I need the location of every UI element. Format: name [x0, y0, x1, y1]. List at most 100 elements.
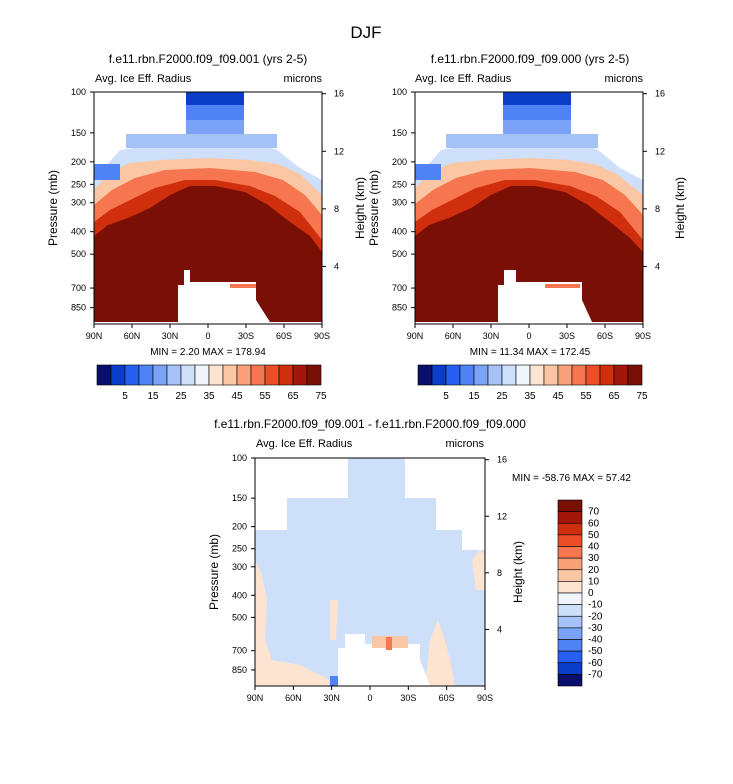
colorbar-swatch [292, 364, 308, 386]
y-tick-label: 150 [232, 493, 247, 503]
y-tick-label: 250 [392, 179, 407, 189]
panel-3-x-ticks: 90N 60N 30N 0 30S 60S 90S [247, 686, 493, 703]
panel-2-units: microns [604, 73, 643, 85]
colorbar-swatch [627, 364, 643, 386]
colorbar-label: 65 [287, 391, 299, 402]
colorbar-label: 10 [588, 576, 600, 587]
panel-2-minmax: MIN = 11.34 MAX = 172.45 [470, 347, 591, 358]
colorbar-label: 75 [315, 391, 327, 402]
y-tick-label: 200 [392, 157, 407, 167]
colorbar-label: 0 [588, 588, 594, 599]
panel-1-y-ticks: 100 150 200 250 300 400 500 700 850 [71, 87, 94, 313]
colorbar-swatch [501, 364, 517, 386]
colorbar-label: 65 [608, 391, 620, 402]
colorbar-label: 5 [443, 391, 449, 402]
colorbar-label: 55 [580, 391, 592, 402]
y-tick-label: 850 [71, 303, 86, 313]
colorbar-label: -60 [588, 658, 603, 669]
panel-3-y2label: Height (km) [511, 541, 525, 603]
x-tick-label: 60S [439, 693, 455, 703]
colorbar-swatch [487, 364, 503, 386]
colorbar-swatch [585, 364, 601, 386]
y-tick-label: 300 [392, 198, 407, 208]
x-tick-label: 90N [86, 331, 103, 341]
panel-2-ylabel: Pressure (mb) [367, 170, 381, 246]
x-tick-label: 90S [314, 331, 330, 341]
panel-1-y2label: Height (km) [353, 177, 367, 239]
colorbar-label: 75 [636, 391, 648, 402]
x-tick-label: 90S [635, 331, 651, 341]
x-tick-label: 0 [526, 331, 531, 341]
colorbar-swatch [557, 639, 583, 652]
panel-2-y2label: Height (km) [673, 177, 687, 239]
x-tick-label: 60N [285, 693, 302, 703]
x-tick-label: 30N [162, 331, 179, 341]
panel-3-y2-ticks: 16 12 8 4 [485, 455, 507, 634]
colorbar-label: 50 [588, 530, 600, 541]
colorbar-label: -70 [588, 669, 603, 680]
colorbar-swatch [96, 364, 112, 386]
panel-1-ylabel: Pressure (mb) [46, 170, 60, 246]
y-tick-label: 300 [232, 562, 247, 572]
colorbar-swatch [445, 364, 461, 386]
x-tick-label: 0 [205, 331, 210, 341]
colorbar-swatch [236, 364, 252, 386]
colorbar-swatch [557, 615, 583, 629]
y-tick-label: 400 [232, 590, 247, 600]
colorbar-label: 5 [122, 391, 128, 402]
figure-title: DJF [350, 23, 381, 42]
colorbar-label: 45 [552, 391, 564, 402]
panel-3-field-label: Avg. Ice Eff. Radius [256, 438, 353, 450]
colorbar-swatch [194, 364, 210, 386]
panel-1-title: f.e11.rbn.F2000.f09_f09.001 (yrs 2-5) [109, 52, 308, 66]
y-tick-label: 500 [232, 612, 247, 622]
panel-1-field-label: Avg. Ice Eff. Radius [95, 73, 192, 85]
y-tick-label: 500 [71, 249, 86, 259]
colorbar-swatch [222, 364, 238, 386]
colorbar-swatch [557, 499, 583, 512]
y-tick-label: 150 [71, 128, 86, 138]
colorbar-label: 40 [588, 542, 600, 553]
y-tick-label: 100 [392, 87, 407, 97]
y-tick-label: 400 [71, 227, 86, 237]
colorbar-swatch [613, 364, 629, 386]
x-tick-label: 60S [597, 331, 613, 341]
panel-2: f.e11.rbn.F2000.f09_f09.000 (yrs 2-5) Av… [367, 52, 687, 358]
colorbar-swatch [278, 364, 294, 386]
colorbar-swatch [557, 569, 583, 582]
colorbar-swatch [459, 364, 475, 386]
panel-2-y2-ticks: 16 12 8 4 [643, 89, 665, 271]
colorbar-label: 35 [203, 391, 215, 402]
colorbar-swatch [138, 364, 154, 386]
panel-3: f.e11.rbn.F2000.f09_f09.001 - f.e11.rbn.… [207, 417, 631, 703]
colorbar-label: -10 [588, 600, 603, 611]
panel-3-ylabel: Pressure (mb) [207, 534, 221, 610]
y2-tick-label: 8 [334, 204, 339, 214]
y-tick-label: 150 [392, 128, 407, 138]
panel-2-y-ticks: 100 150 200 250 300 400 500 700 850 [392, 87, 415, 313]
colorbar-swatch [557, 522, 583, 536]
x-tick-label: 30S [238, 331, 254, 341]
y-tick-label: 100 [71, 87, 86, 97]
x-tick-label: 90N [247, 693, 264, 703]
y-tick-label: 250 [71, 179, 86, 189]
colorbar-swatch [557, 604, 583, 617]
panel-3-field [254, 457, 486, 687]
panel-3-title: f.e11.rbn.F2000.f09_f09.001 - f.e11.rbn.… [214, 417, 526, 431]
y2-tick-label: 8 [497, 568, 502, 578]
panel-1-x-ticks: 90N 60N 30N 0 30S 60S 90S [86, 324, 330, 341]
panel-1-y2-ticks: 16 12 8 4 [322, 89, 344, 271]
colorbar-swatch [557, 546, 583, 559]
y2-tick-label: 12 [334, 146, 344, 156]
y2-tick-label: 12 [497, 511, 507, 521]
colorbar-swatch [557, 662, 583, 675]
x-tick-label: 30N [483, 331, 500, 341]
panel-3-units: microns [445, 438, 484, 450]
colorbar-label: 60 [588, 518, 600, 529]
colorbar-label: 25 [175, 391, 187, 402]
y2-tick-label: 4 [334, 261, 339, 271]
colorbar-swatch [571, 364, 587, 386]
colorbar-label: 70 [588, 507, 600, 518]
